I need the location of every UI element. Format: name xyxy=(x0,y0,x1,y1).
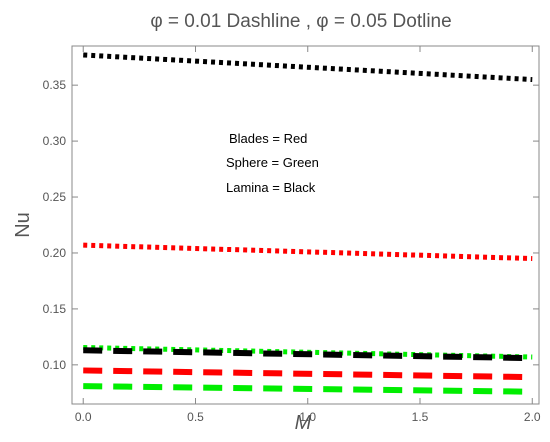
plot-frame xyxy=(71,45,540,405)
legend-entry-blades: Blades = Red xyxy=(229,131,307,146)
y-axis-label: Nu xyxy=(12,212,34,238)
y-tick-label: 0.30 xyxy=(43,134,67,148)
y-tick-label: 0.10 xyxy=(43,358,67,372)
axis-ticks: 0.0 0.5 1.0 1.5 2.0 0.10 0.15 0.20 0.25 0.30 0.35 xyxy=(43,46,541,424)
legend-entry-lamina: Lamina = Black xyxy=(226,180,316,195)
x-tick-label: 1.5 xyxy=(412,410,429,424)
chart-title: φ = 0.01 Dashline , φ = 0.05 Dotline xyxy=(150,11,451,32)
y-tick-label: 0.35 xyxy=(43,78,67,92)
series-line-lamina-0-05 xyxy=(83,52,533,83)
series-line-blades-0-01 xyxy=(83,367,533,381)
y-tick-label: 0.20 xyxy=(43,246,67,260)
series-layer xyxy=(83,52,533,395)
legend: Blades = Red Sphere = Green Lamina = Bla… xyxy=(226,131,319,195)
legend-entry-sphere: Sphere = Green xyxy=(226,155,319,170)
y-tick-label: 0.15 xyxy=(43,302,67,316)
series-line-blades-0-05 xyxy=(83,242,533,262)
series-line-lamina-0-01 xyxy=(83,347,533,362)
x-tick-label: 2.0 xyxy=(524,410,541,424)
x-axis-label: M xyxy=(295,412,312,434)
series-line-sphere-0-01 xyxy=(83,383,533,395)
x-tick-label: 0.0 xyxy=(75,410,92,424)
x-tick-label: 0.5 xyxy=(187,410,204,424)
y-tick-label: 0.25 xyxy=(43,190,67,204)
x-tick-label: 1.0 xyxy=(299,410,316,424)
